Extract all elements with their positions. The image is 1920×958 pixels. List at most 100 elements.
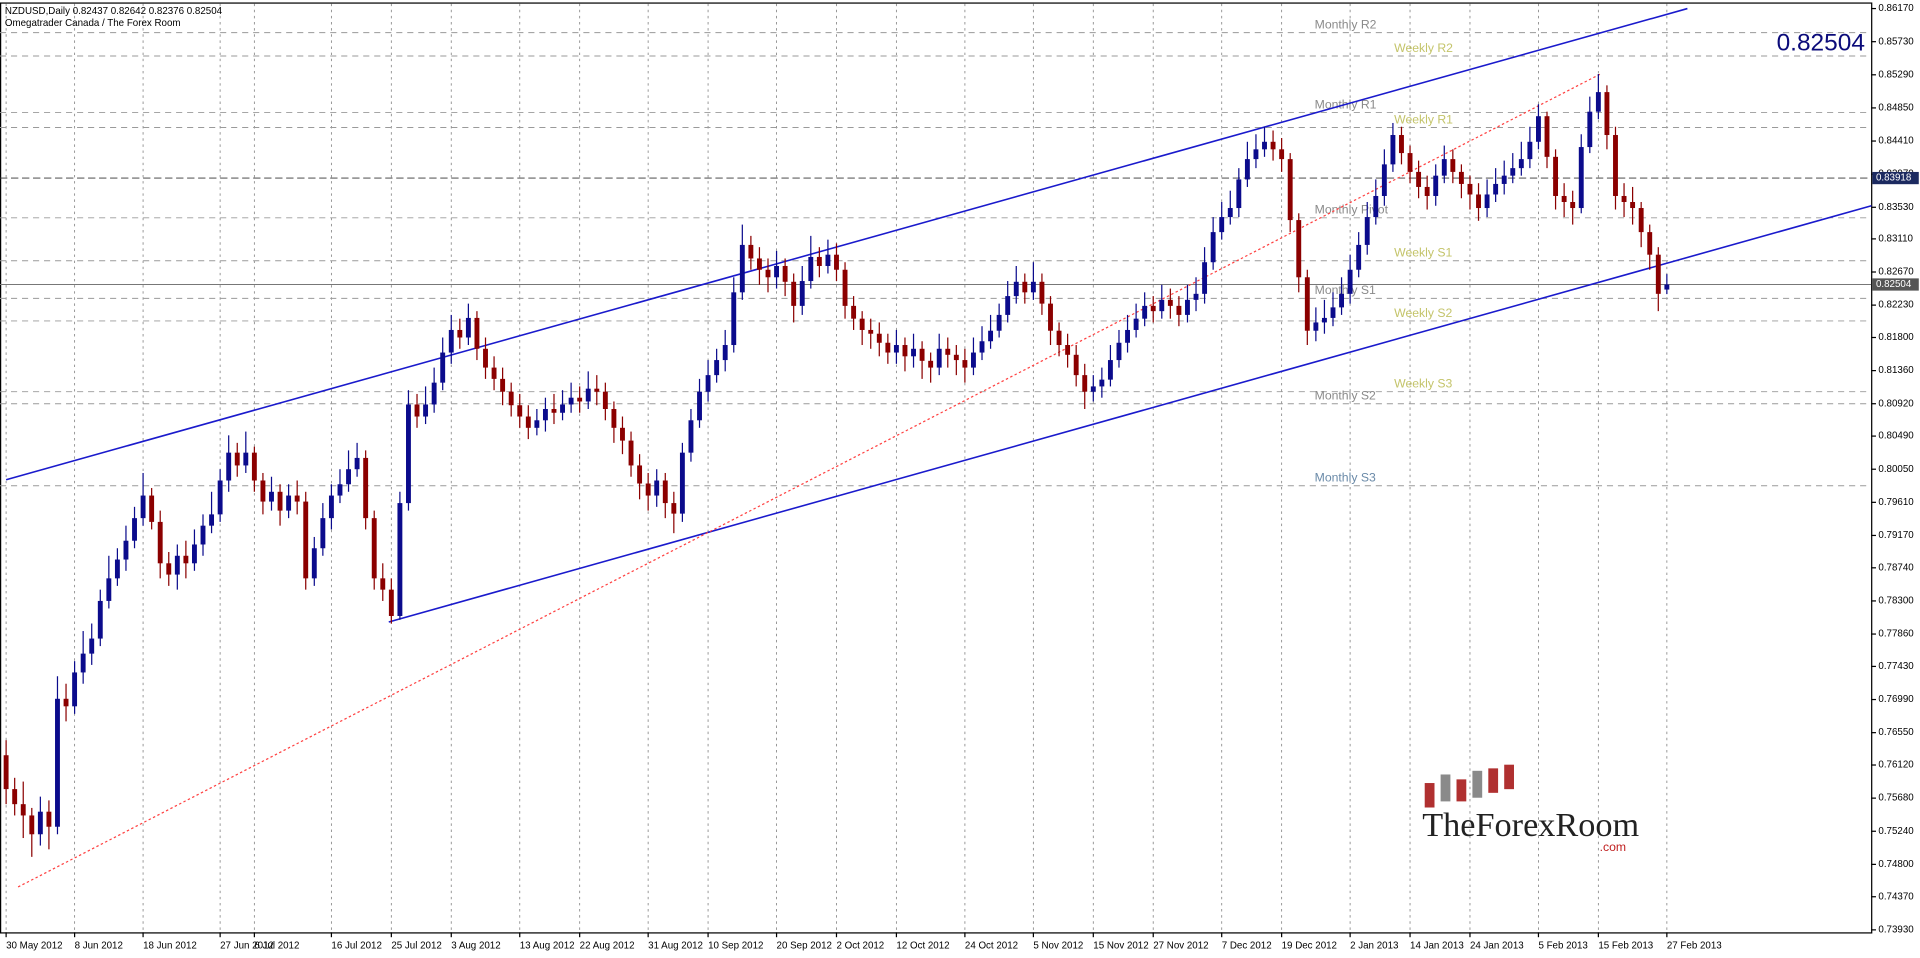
candle-body — [577, 397, 583, 402]
candle-body — [1501, 175, 1507, 184]
x-tick-label: 19 Dec 2012 — [1282, 940, 1337, 951]
candle-body — [697, 391, 702, 421]
candle-body — [679, 452, 685, 514]
trendline — [388, 205, 1872, 623]
candle-body — [825, 254, 831, 266]
logo-bar — [1472, 770, 1483, 798]
candle-body — [705, 375, 711, 392]
candle-body — [1107, 360, 1113, 380]
candle-body — [1399, 135, 1404, 154]
candle-body — [1244, 159, 1250, 180]
candle-body — [1313, 322, 1319, 331]
candle-body — [55, 698, 60, 827]
chart-header: NZDUSD,Daily 0.82437 0.82642 0.82376 0.8… — [5, 6, 223, 17]
candle-body — [774, 265, 780, 278]
x-tick-label: 2 Oct 2012 — [836, 940, 884, 951]
candle-body — [200, 525, 206, 545]
candle-body — [662, 480, 668, 504]
candle-body — [491, 367, 497, 379]
pivot-label: Monthly Pivot — [1315, 203, 1389, 217]
candle-body — [1270, 141, 1276, 150]
last-open: 0.82437 — [73, 6, 108, 17]
candle-body — [1441, 159, 1447, 176]
candle-body — [474, 317, 480, 349]
y-tick-label: 0.85730 — [1878, 36, 1914, 47]
candle-body — [782, 265, 788, 282]
candle-body — [1296, 220, 1302, 278]
candle-body — [525, 416, 531, 428]
y-tick-label: 0.73930 — [1878, 924, 1914, 935]
candle-body — [1185, 299, 1190, 315]
y-tick-label: 0.78300 — [1878, 596, 1914, 607]
candle-body — [1125, 329, 1130, 343]
x-tick-label: 10 Sep 2012 — [708, 940, 763, 951]
candle-body — [842, 269, 848, 306]
candle-body — [936, 348, 942, 368]
candle-body — [1536, 116, 1541, 142]
candle-body — [448, 329, 454, 353]
candle-body — [277, 491, 283, 511]
candle-body — [1022, 281, 1028, 293]
candle-body — [1553, 156, 1559, 196]
candle-body — [1202, 262, 1208, 294]
candle-body — [1116, 342, 1122, 361]
candles-layer — [3, 74, 1670, 857]
x-tick-label: 6 Jul 2012 — [254, 940, 299, 951]
candle-body — [534, 420, 540, 428]
y-tick-label: 0.79610 — [1878, 497, 1914, 508]
candle-body — [1424, 186, 1430, 196]
y-tick-label: 0.76120 — [1878, 760, 1914, 771]
x-tick-label: 18 Jun 2012 — [143, 940, 197, 951]
candle-body — [1150, 305, 1156, 312]
candle-body — [1339, 293, 1344, 308]
candle-body — [1381, 164, 1387, 196]
candle-body — [1142, 305, 1148, 319]
candle-body — [97, 600, 103, 639]
candle-body — [594, 388, 600, 392]
logo-bar — [1504, 764, 1514, 790]
candle-body — [192, 544, 197, 564]
candle-body — [1167, 299, 1173, 306]
y-tick-label: 0.77430 — [1878, 661, 1914, 672]
candle-body — [46, 811, 52, 827]
candle-body — [1090, 386, 1096, 392]
candle-body — [1493, 183, 1499, 195]
candle-body — [440, 352, 446, 383]
x-tick-label: 27 Feb 2013 — [1667, 940, 1722, 951]
candle-body — [406, 404, 411, 504]
x-tick-label: 15 Nov 2012 — [1093, 940, 1148, 951]
candle-body — [1065, 345, 1071, 355]
candle-body — [1048, 303, 1053, 331]
candle-body — [1390, 135, 1396, 165]
candle-body — [568, 397, 574, 405]
candle-body — [1287, 159, 1293, 221]
y-tick-label: 0.81360 — [1878, 365, 1914, 376]
candle-body — [1587, 111, 1593, 148]
candle-body — [1236, 179, 1242, 209]
pivot-label: Weekly S1 — [1394, 246, 1452, 260]
symbol: NZDUSD,Daily — [5, 6, 70, 17]
candle-body — [637, 465, 643, 484]
candle-body — [174, 555, 180, 575]
candle-body — [423, 404, 429, 417]
price-level-box — [1872, 171, 1919, 185]
y-tick-label: 0.79170 — [1878, 530, 1914, 541]
candle-body — [29, 815, 35, 835]
candle-body — [114, 559, 120, 579]
y-tick-label: 0.74800 — [1878, 859, 1914, 870]
y-tick-label: 0.86170 — [1878, 3, 1914, 14]
y-tick-label: 0.74370 — [1878, 891, 1914, 902]
candle-body — [328, 495, 334, 519]
candle-body — [1133, 318, 1139, 330]
candle-body — [1518, 159, 1524, 169]
candle-body — [1219, 217, 1225, 233]
candle-body — [3, 755, 9, 790]
candle-body — [1013, 281, 1019, 297]
candle-body — [80, 653, 86, 673]
candle-body — [722, 345, 728, 361]
y-tick-label: 0.76990 — [1878, 694, 1914, 705]
candle-body — [1561, 195, 1567, 203]
candle-body — [602, 391, 608, 409]
x-tick-label: 27 Nov 2012 — [1153, 940, 1208, 951]
